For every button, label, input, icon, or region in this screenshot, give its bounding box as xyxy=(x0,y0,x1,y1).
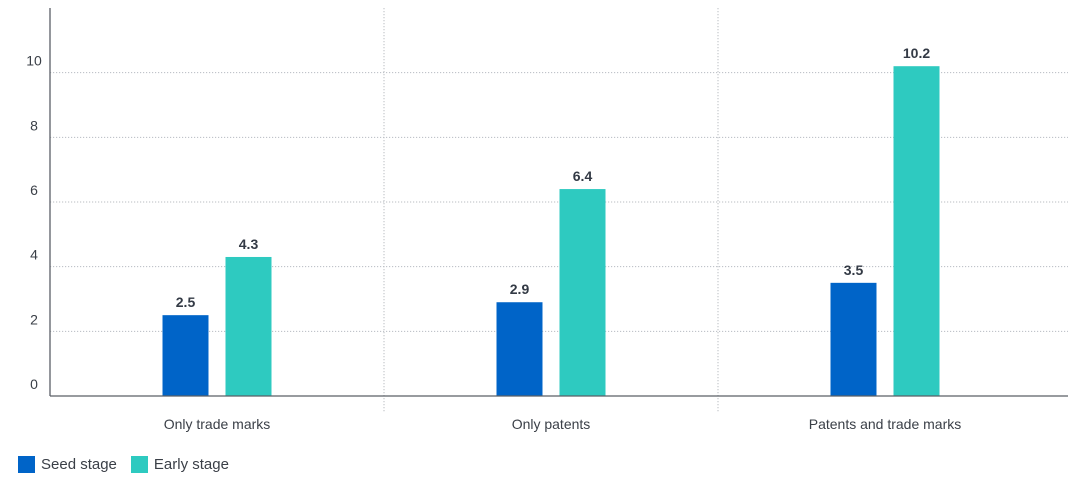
legend-label-early: Early stage xyxy=(153,456,229,473)
bar xyxy=(496,302,543,396)
data-label: 2.9 xyxy=(510,281,530,297)
bars xyxy=(162,66,940,396)
x-tick-label: Patents and trade marks xyxy=(809,416,962,432)
data-label: 4.3 xyxy=(239,236,259,252)
legend-item-seed: Seed stage xyxy=(18,456,117,473)
data-label: 10.2 xyxy=(903,45,930,61)
data-label: 6.4 xyxy=(573,168,593,184)
legend-swatch-early xyxy=(130,456,148,473)
legend: Seed stage Early stage xyxy=(18,456,243,473)
data-label: 2.5 xyxy=(176,294,196,310)
legend-item-early: Early stage xyxy=(130,456,229,473)
x-axis-ticks: Only trade marks Only patents Patents and … xyxy=(164,416,962,432)
y-axis-ticks: 0 2 4 6 8 10 xyxy=(26,53,42,392)
y-tick-label: 0 xyxy=(30,376,38,392)
data-label: 3.5 xyxy=(844,262,864,278)
value-labels: 2.5 4.3 2.9 6.4 3.5 10.2 xyxy=(176,45,931,310)
y-tick-label: 8 xyxy=(30,117,38,133)
x-tick-label: Only trade marks xyxy=(164,416,271,432)
bar xyxy=(162,315,209,396)
y-tick-label: 6 xyxy=(30,182,38,198)
legend-label-seed: Seed stage xyxy=(41,456,117,473)
grid-lines xyxy=(50,8,1068,412)
y-tick-label: 4 xyxy=(30,247,38,263)
bar xyxy=(559,189,606,396)
bar xyxy=(830,282,877,396)
y-tick-label: 2 xyxy=(30,311,38,327)
bar xyxy=(225,256,272,396)
bar xyxy=(893,66,940,396)
legend-swatch-seed xyxy=(18,456,35,473)
y-tick-label: 10 xyxy=(26,53,42,69)
x-tick-label: Only patents xyxy=(512,416,591,432)
